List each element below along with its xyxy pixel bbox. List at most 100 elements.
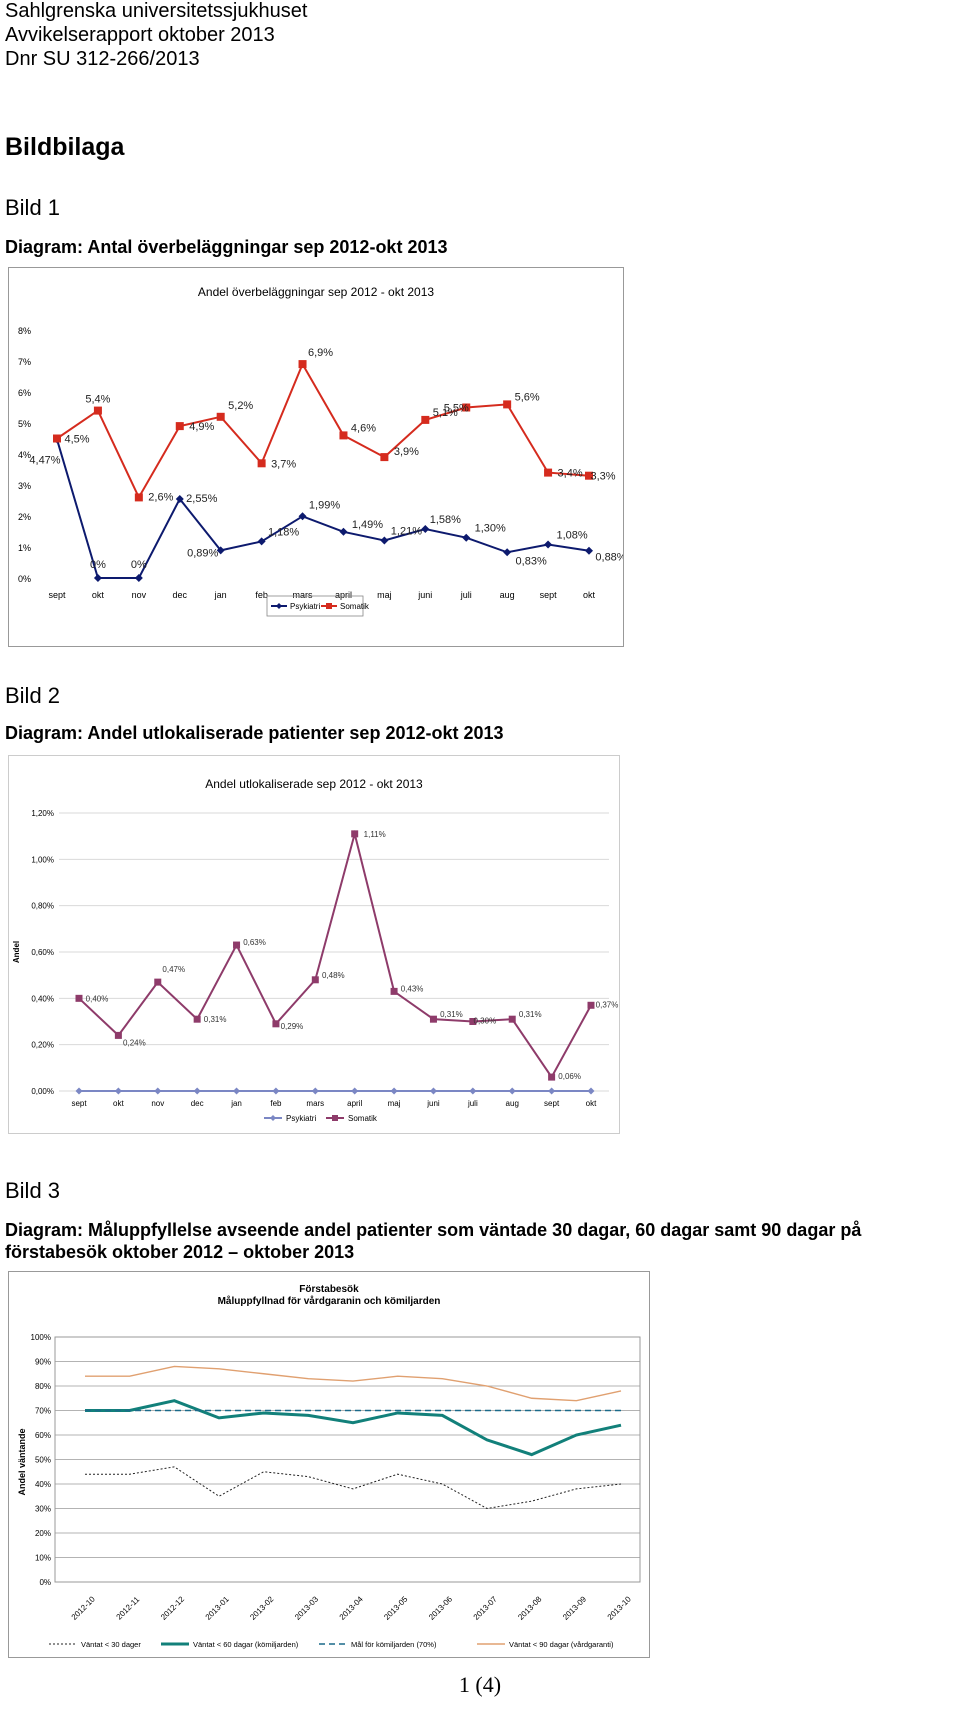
data-point-psykiatri bbox=[339, 527, 348, 536]
x-tick-label: feb bbox=[255, 590, 268, 600]
data-point-somatik bbox=[390, 987, 398, 995]
figure-2-caption: Diagram: Andel utlokaliserade patienter … bbox=[5, 723, 504, 743]
x-tick-label: april bbox=[335, 590, 352, 600]
data-point-psykiatri bbox=[257, 537, 266, 546]
x-tick-label: aug bbox=[506, 1099, 519, 1108]
page-number: 1 (4) bbox=[458, 1672, 502, 1697]
y-tick-label: 50% bbox=[35, 1456, 51, 1465]
x-tick-label: okt bbox=[113, 1099, 124, 1108]
data-point-somatik bbox=[53, 434, 61, 443]
y-axis-label: Andel bbox=[12, 941, 21, 963]
data-point-somatik bbox=[257, 459, 266, 468]
data-label: 5,4% bbox=[85, 394, 110, 406]
data-label: 0,06% bbox=[558, 1072, 581, 1081]
series-line-1 bbox=[85, 1466, 622, 1510]
y-tick-label: 0% bbox=[18, 574, 31, 584]
chart-1-svg: Andel överbeläggningar sep 2012 - okt 20… bbox=[18, 285, 623, 617]
x-tick-label: okt bbox=[586, 1099, 597, 1108]
data-label: 0% bbox=[131, 559, 147, 571]
data-point-somatik bbox=[469, 1018, 477, 1025]
y-tick-label: 0,40% bbox=[31, 994, 54, 1003]
data-point-psykiatri bbox=[175, 494, 184, 503]
data-label: 4,6% bbox=[351, 422, 376, 434]
data-label: 0,43% bbox=[401, 984, 424, 993]
chart-3-subtitle: Måluppfyllnad för vårdgaranin och kömilj… bbox=[218, 1295, 441, 1307]
data-point-psykiatri bbox=[272, 1087, 280, 1095]
x-tick-label: feb bbox=[270, 1099, 282, 1108]
series-line-somatik bbox=[78, 829, 592, 1080]
data-point-psykiatri bbox=[587, 1087, 595, 1095]
x-tick-label: mars bbox=[293, 590, 313, 600]
data-point-psykiatri bbox=[585, 546, 593, 555]
legend-label: Mål för kömiljarden (70%) bbox=[351, 1640, 437, 1649]
x-tick-label: juni bbox=[417, 590, 432, 600]
data-point-psykiatri bbox=[93, 574, 102, 582]
data-label: 4,9% bbox=[189, 421, 214, 433]
section-title: Bildbilaga bbox=[5, 133, 125, 161]
legend-marker bbox=[276, 603, 282, 609]
data-point-psykiatri bbox=[544, 540, 553, 549]
data-point-somatik bbox=[544, 468, 553, 477]
data-point-somatik bbox=[134, 493, 143, 502]
data-label: 0,47% bbox=[162, 965, 185, 974]
x-tick-label: sept bbox=[544, 1099, 560, 1108]
legend-marker bbox=[326, 603, 332, 609]
data-label: 5,2% bbox=[228, 400, 253, 412]
data-label: 0,88% bbox=[595, 552, 623, 564]
data-point-psykiatri bbox=[216, 546, 225, 555]
y-tick-label: 20% bbox=[35, 1529, 51, 1538]
figure-3-label: Bild 3 bbox=[5, 1178, 61, 1203]
data-point-psykiatri bbox=[462, 533, 471, 542]
y-tick-label: 60% bbox=[35, 1431, 51, 1440]
y-tick-label: 1,00% bbox=[31, 855, 54, 864]
y-tick-label: 1% bbox=[18, 543, 31, 553]
x-tick-label: mars bbox=[306, 1099, 324, 1108]
data-point-somatik bbox=[421, 415, 430, 424]
x-tick-label: 2013-05 bbox=[382, 1594, 410, 1622]
data-label: 0,48% bbox=[322, 971, 345, 980]
data-point-psykiatri bbox=[75, 1087, 83, 1095]
data-label: 0,89% bbox=[187, 547, 218, 559]
x-tick-label: 2012-11 bbox=[115, 1594, 142, 1621]
data-point-psykiatri bbox=[421, 525, 430, 534]
data-point-psykiatri bbox=[193, 1087, 201, 1095]
data-point-somatik bbox=[503, 400, 512, 409]
data-label: 2,6% bbox=[148, 491, 173, 503]
y-tick-label: 0,00% bbox=[31, 1087, 54, 1096]
x-tick-label: dec bbox=[173, 590, 188, 600]
x-tick-label: jan bbox=[230, 1099, 242, 1108]
data-point-psykiatri bbox=[503, 548, 512, 557]
data-point-somatik bbox=[339, 431, 348, 440]
x-tick-label: 2012-12 bbox=[159, 1594, 187, 1622]
chart-2-svg: Andel utlokaliserade sep 2012 - okt 2013… bbox=[12, 777, 618, 1123]
data-label: 4,5% bbox=[64, 434, 89, 446]
figure-1-caption: Diagram: Antal överbeläggningar sep 2012… bbox=[5, 237, 448, 257]
data-point-psykiatri bbox=[380, 536, 389, 545]
data-label: 1,11% bbox=[364, 830, 386, 839]
data-label: 2,55% bbox=[186, 493, 217, 505]
x-tick-label: 2013-01 bbox=[204, 1594, 232, 1622]
x-tick-label: dec bbox=[191, 1099, 204, 1108]
data-point-psykiatri bbox=[233, 1087, 241, 1095]
data-label: 0,30% bbox=[474, 1017, 497, 1026]
legend-label: Väntat < 30 dager bbox=[81, 1640, 141, 1649]
data-label: 0,63% bbox=[243, 938, 266, 947]
x-tick-label: juli bbox=[467, 1099, 478, 1108]
series-line-4 bbox=[85, 1365, 622, 1402]
data-point-psykiatri bbox=[469, 1087, 477, 1095]
x-tick-label: 2013-04 bbox=[338, 1594, 366, 1622]
data-label: 0,29% bbox=[281, 1022, 304, 1031]
legend-box bbox=[266, 595, 364, 617]
legend-label: Somatik bbox=[340, 602, 370, 611]
data-label: 5,5% bbox=[444, 403, 469, 415]
data-label: 1,49% bbox=[352, 519, 383, 531]
x-tick-label: 2013-02 bbox=[248, 1594, 276, 1622]
chart-1-title: Andel överbeläggningar sep 2012 - okt 20… bbox=[198, 285, 435, 299]
x-tick-label: maj bbox=[377, 590, 392, 600]
x-tick-label: jan bbox=[214, 590, 227, 600]
data-label: 0,31% bbox=[440, 1010, 463, 1019]
data-label: 0,24% bbox=[123, 1038, 146, 1047]
data-point-psykiatri bbox=[134, 574, 143, 582]
y-tick-label: 0,60% bbox=[31, 948, 54, 957]
y-tick-label: 5% bbox=[18, 419, 31, 429]
